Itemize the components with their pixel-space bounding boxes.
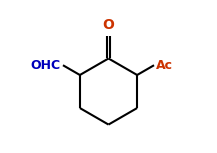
Text: O: O [103,18,114,32]
Text: Ac: Ac [156,59,173,72]
Text: OHC: OHC [31,59,61,72]
